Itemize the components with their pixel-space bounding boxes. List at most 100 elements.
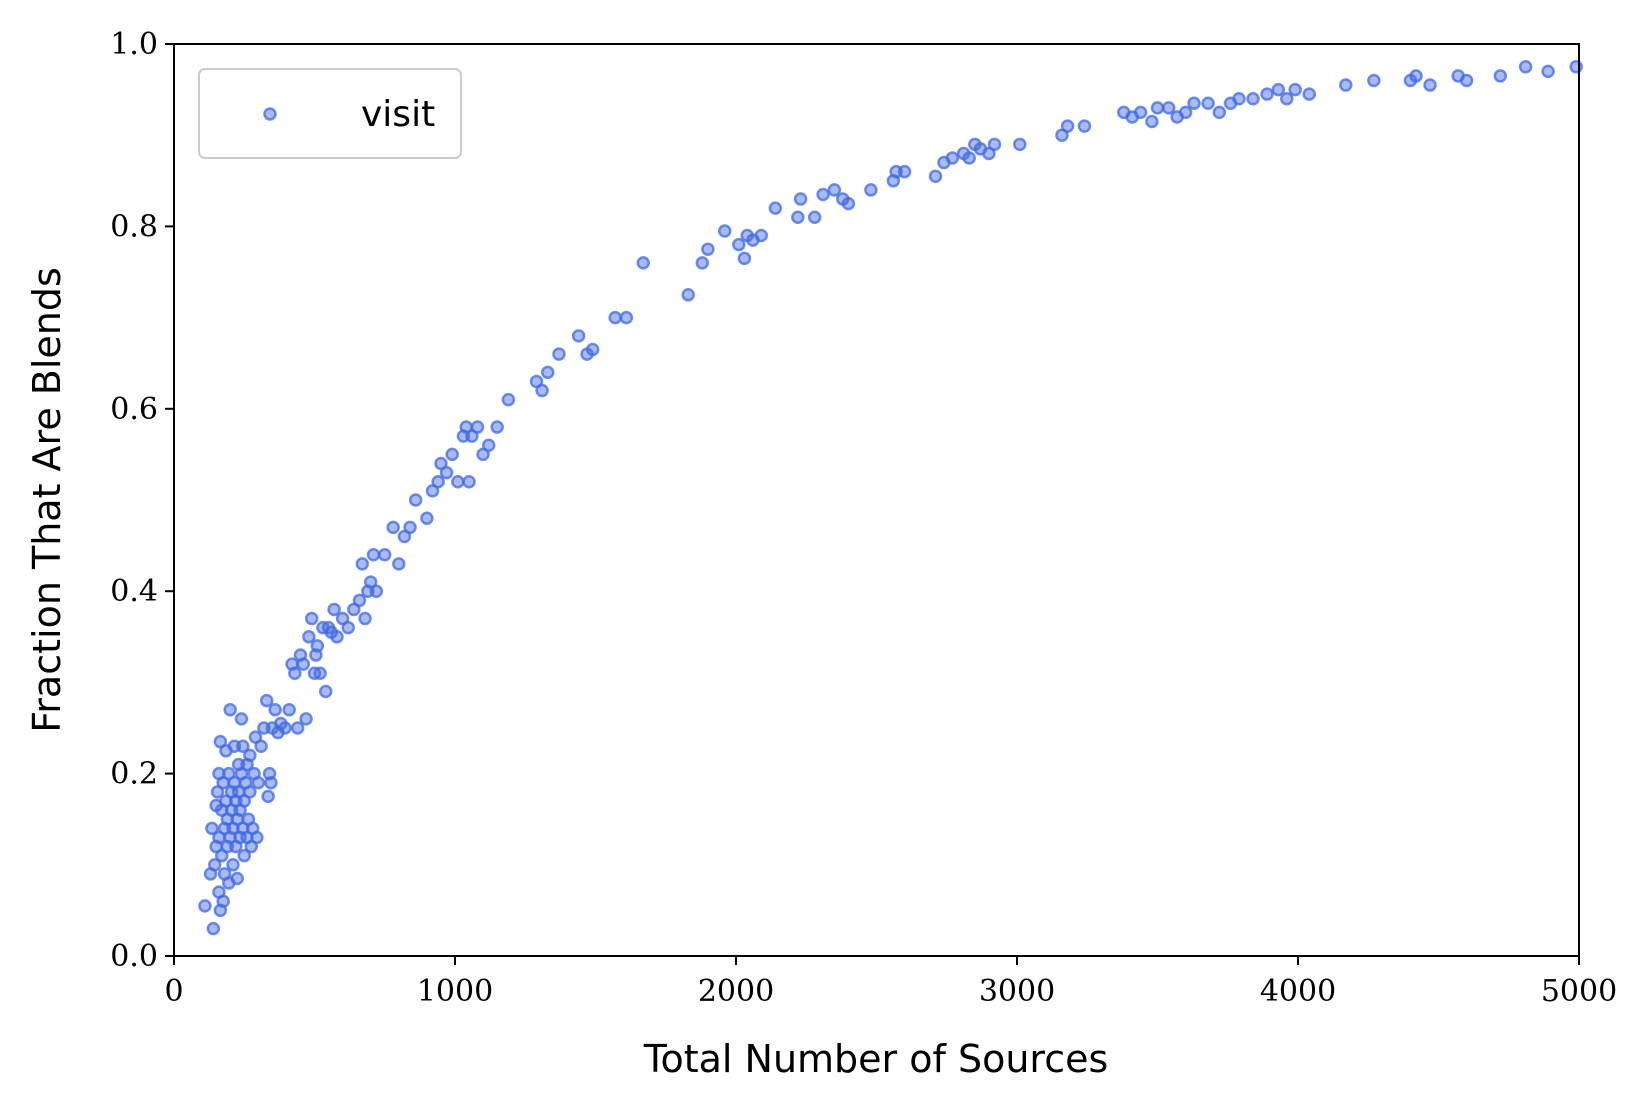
data-point: [619, 310, 634, 325]
x-tick-label: 5000: [1541, 974, 1617, 1009]
data-point: [230, 871, 244, 886]
data-point: [841, 196, 856, 211]
y-tick-label: 0.4: [110, 574, 158, 609]
data-point: [1246, 91, 1260, 106]
data-point: [928, 169, 943, 183]
data-point: [1493, 69, 1508, 83]
data-point: [1060, 119, 1075, 133]
data-point: [681, 288, 695, 302]
data-point: [481, 438, 496, 453]
data-point: [408, 493, 423, 507]
legend-label-visit: visit: [361, 94, 435, 135]
data-point: [791, 210, 805, 225]
data-point: [330, 630, 344, 644]
data-point: [243, 748, 257, 763]
data-point: [290, 721, 305, 735]
data-point: [1367, 73, 1381, 88]
data-point: [695, 256, 710, 270]
data-point: [1518, 60, 1533, 74]
data-point: [234, 712, 249, 726]
legend-box: [198, 68, 462, 159]
data-point: [251, 775, 266, 790]
data-point: [793, 192, 808, 206]
data-point: [250, 830, 264, 845]
data-point: [355, 557, 370, 571]
data-point: [768, 201, 783, 215]
y-tick-label: 1.0: [110, 27, 158, 62]
data-point: [358, 611, 372, 626]
data-point: [1133, 105, 1148, 120]
data-point: [451, 475, 465, 489]
data-point: [1280, 91, 1294, 106]
data-point: [216, 894, 230, 909]
data-point: [431, 475, 445, 489]
x-tick-label: 3000: [979, 974, 1055, 1009]
data-point: [701, 242, 715, 256]
data-point: [1409, 69, 1423, 83]
data-point: [1288, 82, 1302, 97]
data-point: [205, 821, 219, 836]
data-point: [1178, 105, 1193, 120]
data-point: [318, 684, 333, 699]
data-point: [304, 611, 319, 626]
data-point: [585, 342, 600, 357]
data-point: [1423, 78, 1437, 92]
data-point: [236, 739, 250, 753]
data-point: [223, 703, 237, 717]
data-point: [310, 639, 325, 653]
data-point: [226, 858, 240, 872]
y-axis-ticks: 0.0 0.2 0.4 0.6 0.8 1.0: [110, 27, 174, 974]
data-point: [897, 164, 912, 179]
data-point: [386, 520, 400, 535]
y-tick-label: 0.8: [110, 209, 158, 244]
data-point: [1302, 87, 1316, 101]
data-point: [470, 420, 485, 434]
data-point: [288, 666, 302, 681]
data-point: [1459, 73, 1474, 88]
data-point: [313, 666, 327, 681]
x-tick-label: 2000: [698, 974, 774, 1009]
data-point: [945, 151, 960, 165]
legend-marker-visit: [263, 107, 277, 121]
data-point: [369, 584, 384, 598]
data-point: [490, 420, 504, 434]
data-point: [296, 657, 311, 671]
data-point: [278, 721, 292, 735]
data-point: [341, 620, 355, 635]
data-point: [571, 329, 586, 343]
data-point: [198, 899, 212, 913]
data-point: [1145, 114, 1159, 129]
data-point: [462, 475, 476, 489]
data-point: [535, 383, 549, 398]
data-point: [282, 703, 296, 717]
data-point: [352, 593, 367, 608]
data-point: [540, 365, 555, 380]
data-point: [732, 237, 746, 252]
data-point: [445, 447, 459, 462]
data-point: [237, 848, 251, 863]
data-points: [198, 60, 1583, 936]
data-point: [1260, 87, 1274, 101]
data-point: [718, 224, 732, 238]
legend: visit: [198, 68, 462, 159]
y-tick-label: 0.6: [110, 392, 158, 427]
data-point: [1013, 137, 1027, 152]
data-point: [816, 187, 830, 202]
y-axis-label: Fraction That Are Blends: [25, 267, 69, 733]
data-point: [1150, 101, 1165, 115]
data-point: [1212, 105, 1227, 120]
plot-area-frame: [173, 43, 1580, 957]
data-point: [264, 775, 278, 790]
data-point: [636, 256, 651, 270]
data-point: [254, 739, 268, 753]
data-point: [403, 520, 417, 535]
x-axis-ticks: 0 1000 2000 3000 4000 5000: [164, 956, 1617, 1009]
data-point: [501, 392, 516, 407]
data-point: [207, 858, 222, 872]
data-point: [392, 557, 406, 571]
data-point: [378, 547, 392, 562]
x-tick-label: 0: [164, 974, 183, 1009]
data-point: [552, 347, 566, 361]
data-point: [1187, 96, 1201, 111]
